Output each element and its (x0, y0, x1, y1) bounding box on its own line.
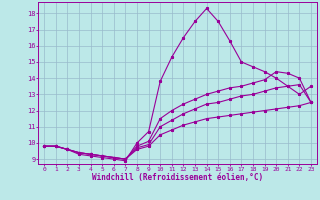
X-axis label: Windchill (Refroidissement éolien,°C): Windchill (Refroidissement éolien,°C) (92, 173, 263, 182)
